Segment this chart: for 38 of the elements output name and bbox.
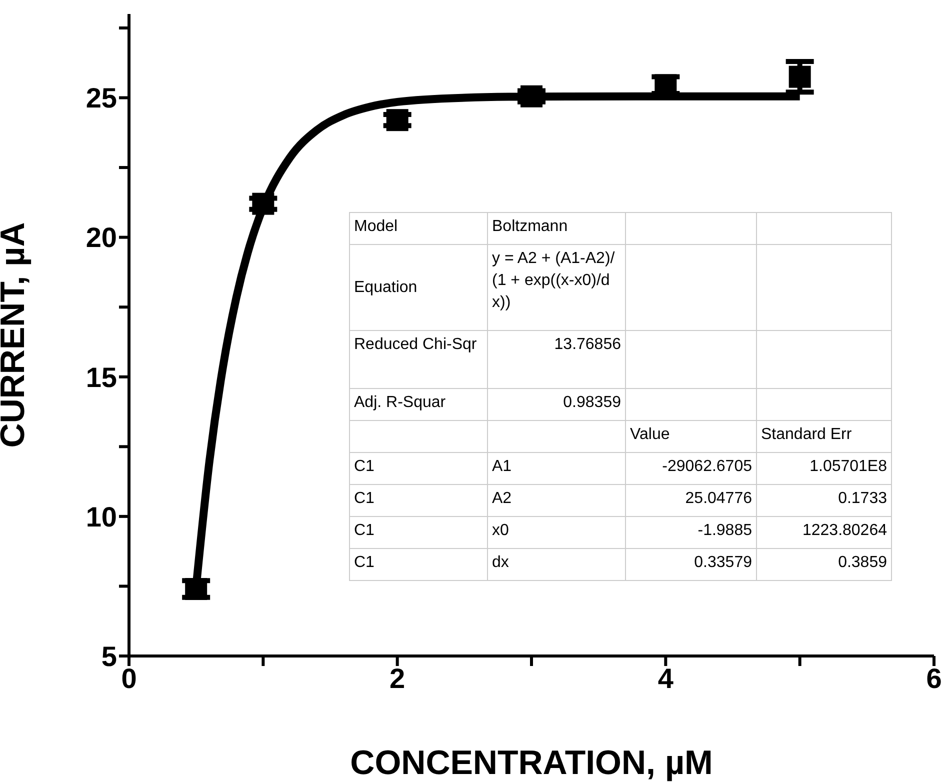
x-tick-label: 2 [390, 662, 406, 694]
annotation: Value [626, 420, 756, 452]
x-axis-title: CONCENTRATION, µM [350, 744, 713, 782]
annotation: 25.04776 [626, 484, 756, 516]
annotation: 1.05701E8 [756, 452, 892, 484]
annotation: y = A2 + (A1-A2)/(1 + exp((x-x0)/dx)) [488, 244, 626, 330]
annotation: -29062.6705 [626, 452, 756, 484]
y-tick-label: 15 [86, 362, 117, 393]
y-tick-label: 5 [101, 640, 117, 672]
annotation: Boltzmann [488, 212, 626, 244]
y-axis-title: CURRENT, µA [0, 222, 32, 448]
point [788, 66, 811, 88]
x-tick-label: 4 [658, 662, 674, 694]
annotation: C1 [350, 484, 488, 516]
annotation: Model [350, 212, 488, 244]
y-tick-label: 10 [86, 501, 117, 532]
annotation: A2 [488, 484, 626, 516]
x-tick-label: 0 [121, 662, 137, 694]
annotation: 0.1733 [756, 484, 892, 516]
annotation: 13.76856 [488, 330, 626, 388]
annotation: 0.98359 [488, 388, 626, 420]
annotation: Standard Err [756, 420, 892, 452]
annotation: Adj. R-Squar [350, 388, 488, 420]
annotation: 0.33579 [626, 548, 756, 580]
y-tick-label: 25 [86, 82, 117, 114]
annotation: C1 [350, 548, 488, 580]
annotation: dx [488, 548, 626, 580]
annotation: -1.9885 [626, 516, 756, 548]
annotation: x0 [488, 516, 626, 548]
annotation: Reduced Chi-Sqr [350, 330, 488, 388]
annotation: 1223.80264 [756, 516, 892, 548]
annotation: 0.3859 [756, 548, 892, 580]
annotation: A1 [488, 452, 626, 484]
annotation: C1 [350, 516, 488, 548]
x-tick-label: 6 [926, 662, 942, 694]
annotation: Equation [350, 244, 488, 330]
y-tick-label: 20 [86, 222, 117, 254]
annotation: C1 [350, 452, 488, 484]
